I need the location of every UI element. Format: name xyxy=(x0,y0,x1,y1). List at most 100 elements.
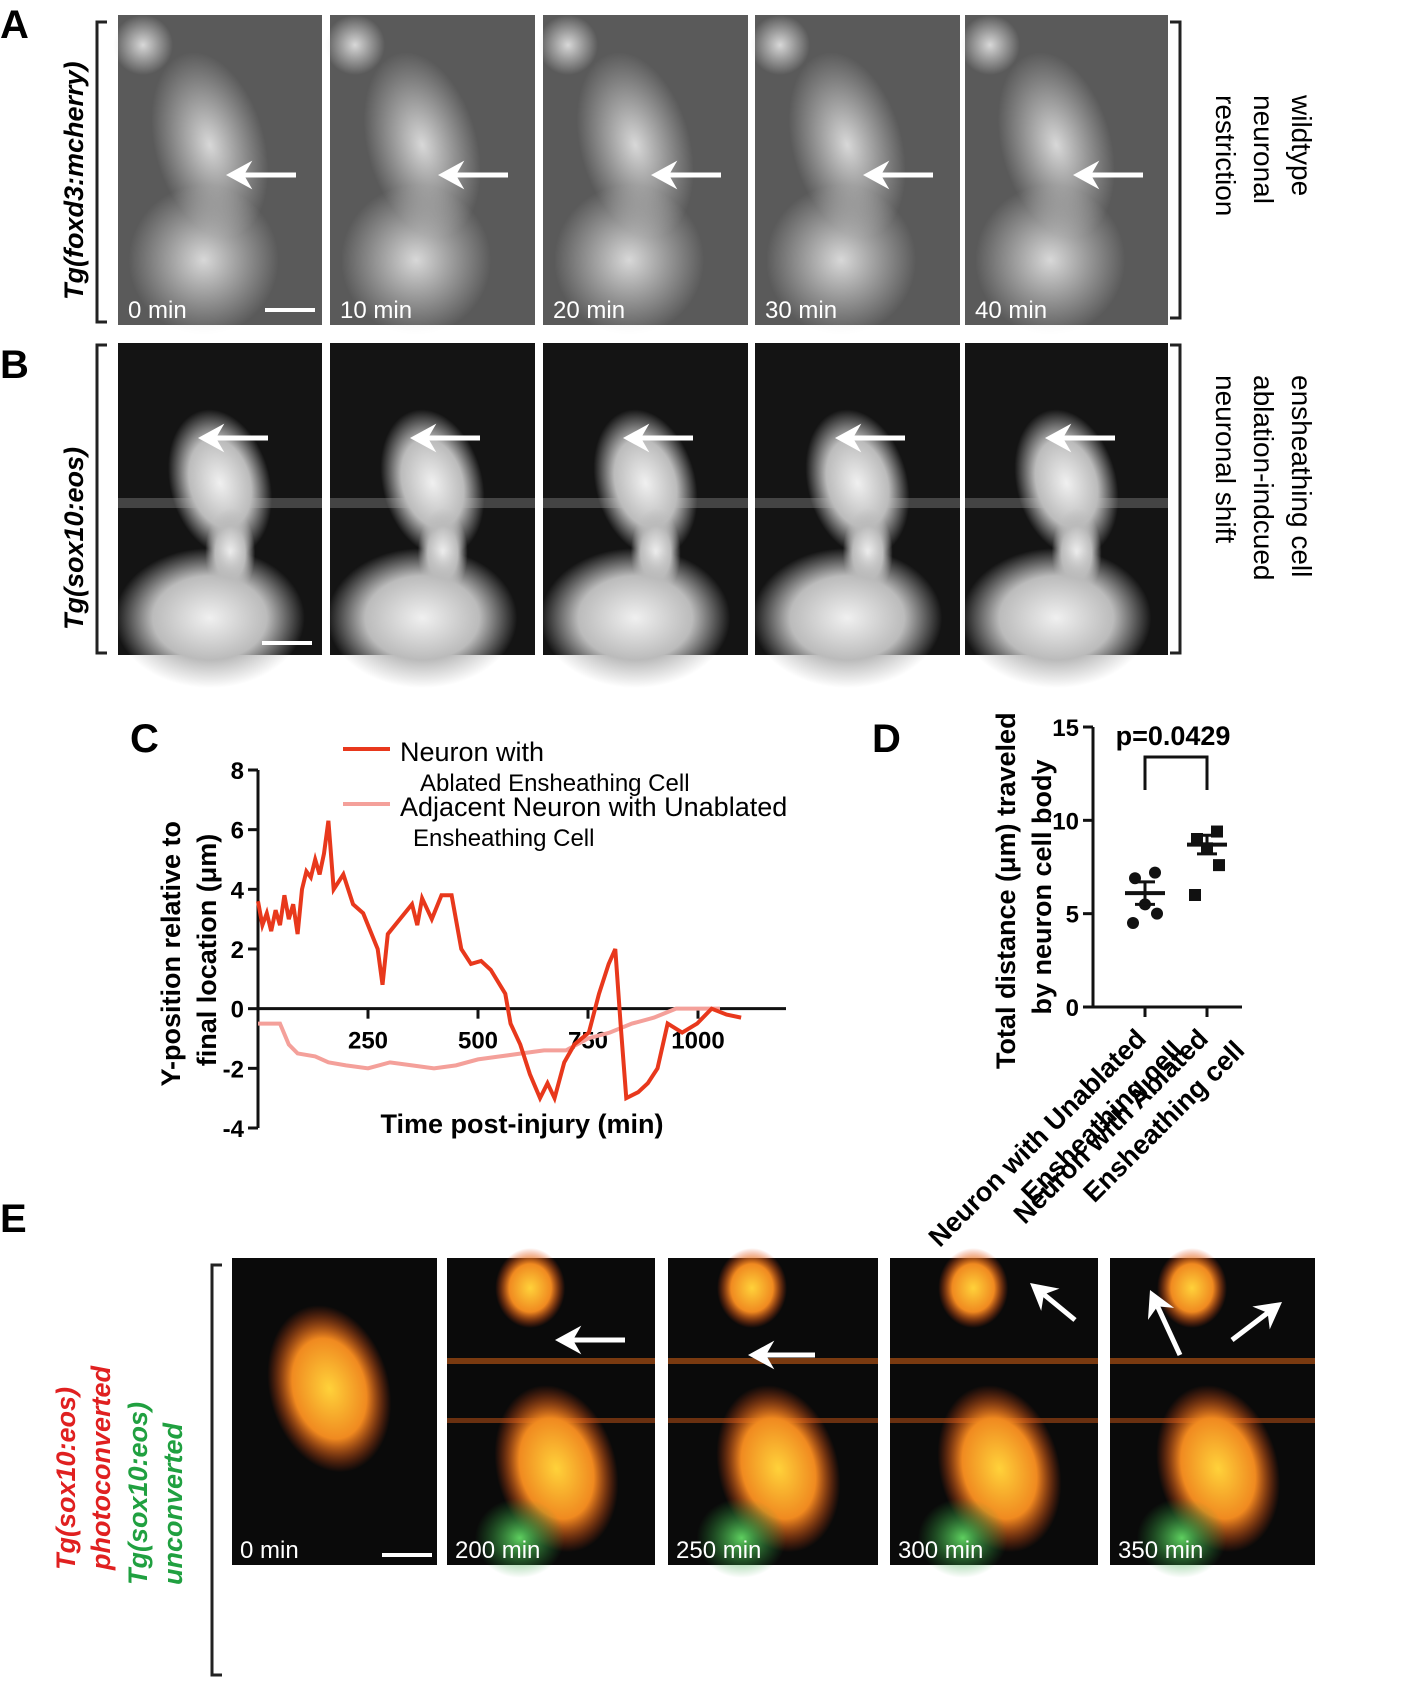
arrow-head xyxy=(1045,423,1072,453)
time-label: 0 min xyxy=(128,297,187,324)
arrow-head xyxy=(1030,1283,1060,1311)
y-axis-label: Y-position relative to final location (μ… xyxy=(156,813,222,1086)
micrograph xyxy=(113,15,322,335)
panel-description: wildtype neuronal restriction xyxy=(1210,94,1317,216)
arrow-head xyxy=(835,423,862,453)
cell xyxy=(917,1498,1008,1578)
data-point xyxy=(1213,859,1225,872)
arrow-head xyxy=(198,423,225,453)
time-label: 40 min xyxy=(975,297,1047,324)
annotation: p=0.0429 xyxy=(1116,721,1231,751)
arrow-head xyxy=(555,1325,582,1355)
bracket xyxy=(1170,20,1182,320)
cell xyxy=(538,15,598,75)
cell xyxy=(960,15,1020,75)
bracket xyxy=(210,1263,222,1677)
cell xyxy=(696,1498,787,1578)
y-tick-label: -4 xyxy=(223,1116,245,1143)
cell xyxy=(961,548,1152,688)
y-tick-label: 0 xyxy=(1066,995,1079,1022)
panel-letter: D xyxy=(872,717,901,761)
micrograph xyxy=(961,343,1168,688)
legend-label: Adjacent Neuron with Unablated Ensheathi… xyxy=(400,792,795,852)
fiber xyxy=(890,1358,1098,1364)
panel-letter: E xyxy=(0,1197,27,1241)
y-tick-label: 0 xyxy=(231,997,244,1024)
cell xyxy=(495,1248,566,1328)
cell xyxy=(540,548,731,688)
panel-label: Tg(sox10:eos) photoconverted xyxy=(51,1365,116,1571)
bracket xyxy=(1170,343,1182,655)
cell xyxy=(717,1248,787,1328)
fiber xyxy=(668,1358,878,1364)
time-label: 300 min xyxy=(898,1537,983,1564)
micrograph xyxy=(232,1258,437,1565)
cell xyxy=(1157,1248,1227,1328)
cell xyxy=(766,185,917,335)
legend-label: Neuron with Ablated Ensheathing Cell xyxy=(400,737,690,797)
cell xyxy=(752,548,943,688)
panel-label: Tg(sox10:eos) xyxy=(59,447,89,630)
micrograph xyxy=(540,343,748,688)
time-label: 30 min xyxy=(765,297,837,324)
micrograph xyxy=(960,15,1168,335)
x-axis-label: Time post-injury (min) xyxy=(380,1109,663,1139)
arrow-head xyxy=(1252,1302,1282,1330)
y-axis-label: Total distance (μm) traveled by neuron c… xyxy=(991,705,1057,1069)
arrow-head xyxy=(226,160,253,190)
micrograph xyxy=(1110,1248,1315,1578)
time-label: 200 min xyxy=(455,1537,540,1564)
cell xyxy=(1136,1498,1227,1578)
y-tick-label: 15 xyxy=(1052,715,1079,742)
x-tick-label: 250 xyxy=(348,1028,388,1055)
y-tick-label: 4 xyxy=(231,877,245,904)
y-tick-label: 5 xyxy=(1066,902,1079,929)
y-tick-label: 8 xyxy=(231,758,244,785)
arrow-head xyxy=(651,160,678,190)
arrow-shaft xyxy=(1155,1305,1183,1357)
y-tick-label: 10 xyxy=(1052,808,1079,835)
micrograph xyxy=(327,343,535,688)
micrograph xyxy=(752,343,960,688)
panel-description: ensheathing cell ablation-indcued neuron… xyxy=(1210,375,1317,588)
arrow-head xyxy=(410,423,437,453)
arrow-head xyxy=(438,160,465,190)
panel-letter: A xyxy=(0,3,29,47)
cell xyxy=(750,15,810,75)
y-tick-label: 6 xyxy=(231,818,244,845)
time-label: 350 min xyxy=(1118,1537,1203,1564)
arrow-head xyxy=(623,423,650,453)
data-point xyxy=(1127,917,1139,929)
micrograph xyxy=(890,1248,1098,1578)
time-label: 10 min xyxy=(340,297,412,324)
arrow-shaft xyxy=(1230,1310,1270,1342)
arrow-head xyxy=(1073,160,1100,190)
y-tick-label: -2 xyxy=(223,1056,244,1083)
time-label: 0 min xyxy=(240,1537,299,1564)
panel-letter: C xyxy=(130,717,159,761)
cell xyxy=(114,548,305,688)
cell xyxy=(113,15,173,75)
significance-bracket xyxy=(1143,755,1209,790)
fiber xyxy=(447,1358,655,1364)
micrograph xyxy=(447,1248,655,1578)
cell xyxy=(975,185,1126,335)
arrow-shaft xyxy=(1042,1292,1077,1322)
data-point xyxy=(1149,866,1161,879)
panel-label: Tg(foxd3:mcherry) xyxy=(59,61,89,300)
micrograph xyxy=(750,15,960,335)
cell xyxy=(267,1305,392,1473)
time-label: 250 min xyxy=(676,1537,761,1564)
cell xyxy=(325,15,385,75)
panel-letter: B xyxy=(0,343,29,387)
panel-label: Tg(sox10:eos) unconverted xyxy=(123,1394,188,1585)
arrow-head xyxy=(748,1340,775,1370)
x-tick-label: 500 xyxy=(458,1028,498,1055)
micrograph xyxy=(325,15,535,335)
arrow-head xyxy=(1147,1290,1175,1320)
data-point xyxy=(1151,907,1163,920)
bracket xyxy=(95,343,107,655)
cell xyxy=(341,185,492,335)
